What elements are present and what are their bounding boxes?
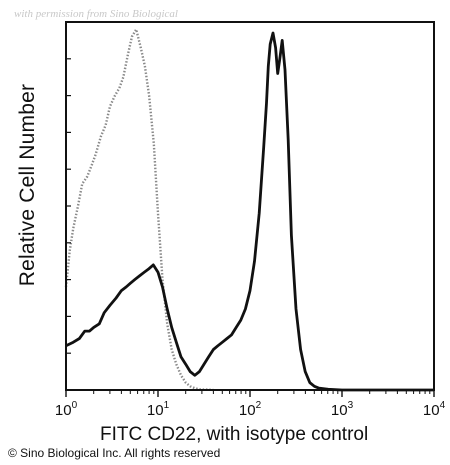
x-axis-ticks: 100 101 102 103 104 [55, 390, 446, 419]
x-tick-label: 100 [55, 400, 78, 419]
x-tick-label: 101 [147, 400, 170, 419]
plot-frame [65, 21, 435, 391]
cd22-histogram [65, 31, 434, 392]
y-axis-title: Relative Cell Number [16, 83, 39, 287]
copyright-text: © Sino Biological Inc. All rights reserv… [8, 446, 221, 460]
x-tick-label: 103 [331, 400, 354, 419]
x-axis-title: FITC CD22, with isotype control [100, 424, 369, 445]
x-tick-label: 102 [239, 400, 262, 419]
y-axis-ticks [66, 58, 71, 354]
watermark-text: with permission from Sino Biological [14, 8, 178, 20]
x-tick-label: 104 [423, 400, 446, 419]
series-layer [64, 28, 434, 392]
isotype-control-histogram [64, 28, 214, 392]
